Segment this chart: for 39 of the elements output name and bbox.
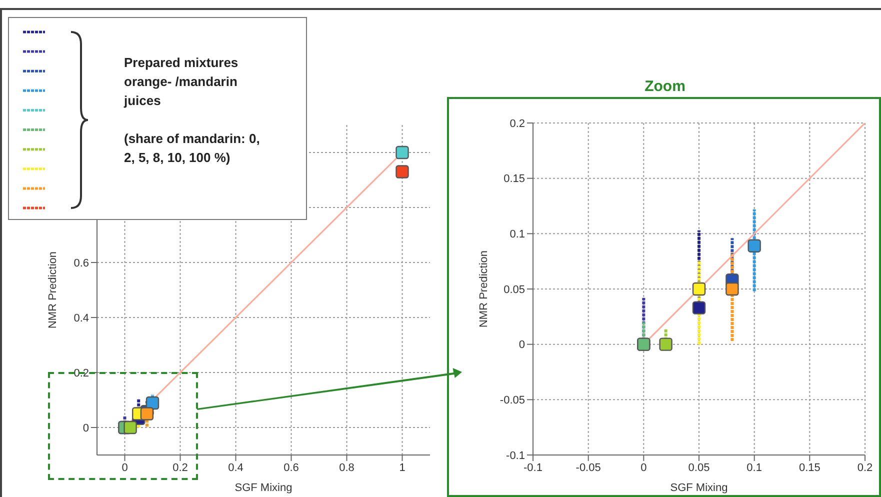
y-tick-label: 0.1 [510,228,525,241]
point [748,239,761,252]
point [659,338,672,351]
y-tick-label: -0.05 [500,394,525,407]
x-tick-label: 0 [640,462,647,474]
x-tick-label: 0.8 [339,462,354,474]
point [396,165,409,178]
x-tick-label: -0.05 [576,462,601,474]
x-axis-title: SGF Mixing [234,482,292,494]
y-axis-title: NMR Prediction [478,250,490,328]
y-tick-label: 0.6 [74,257,89,270]
point [692,282,706,296]
chart-title: Zoom [644,78,686,95]
y-tick-label: 0.4 [74,312,89,324]
y-tick-label: 0 [518,339,525,352]
y-axis-title: NMR Prediction [46,251,59,329]
x-tick-label: 0.6 [284,462,299,474]
x-axis-title: SGF Mixing [670,482,728,494]
x-tick-label: 0 [122,462,128,474]
x-tick-label: 0.15 [798,462,820,474]
y-tick-label: 0.15 [504,173,525,186]
point [692,301,706,314]
y-tick-label: 0.2 [510,118,525,130]
y-tick-label: -0.1 [506,450,525,462]
point [124,420,137,434]
y-tick-label: 0.05 [504,284,525,296]
point [726,282,739,296]
x-tick-label: 0.4 [228,462,244,474]
point [396,146,409,160]
x-tick-label: 0.05 [688,462,710,474]
x-tick-label: 0.2 [172,462,188,474]
y-tick-label: 0 [82,422,89,434]
x-tick-label: 0.1 [746,462,762,474]
key-box: Prepared mixtures orange- /mandarin juices (share of mandarin: 0, 2, 5, 8, 10, 100 %) [8,17,307,220]
x-tick-label: -0.1 [524,462,542,474]
annotation: (share of mandarin: 0, 2, 5, 8, 10, 100 %) [124,130,261,167]
x-tick-label: 1 [399,462,406,474]
x-tick-label: 0.2 [857,462,873,474]
point [140,407,154,420]
